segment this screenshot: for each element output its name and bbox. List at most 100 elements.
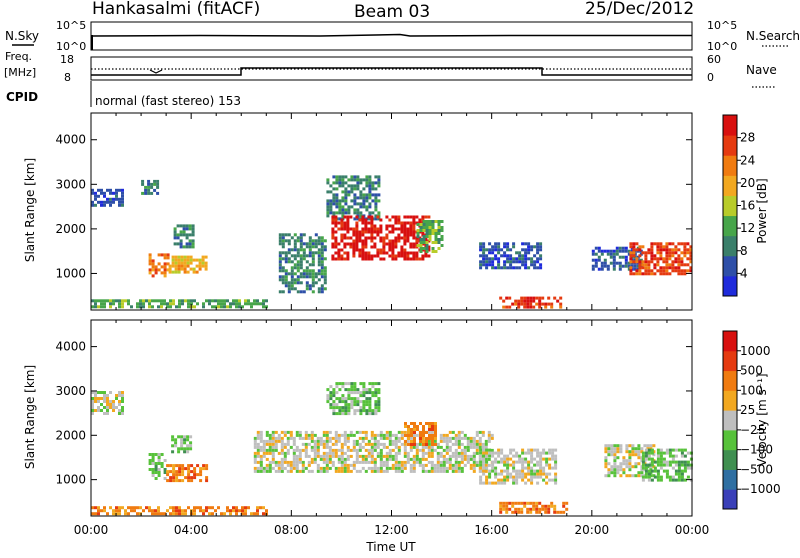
heatmap-cell-7: [485, 451, 489, 455]
heatmap-cell-9: [536, 251, 540, 255]
heatmap-cell-3: [183, 255, 187, 259]
heatmap-cell-7: [391, 224, 395, 228]
heatmap-cell-3: [195, 264, 199, 268]
heatmap-cell-4: [292, 466, 296, 470]
heatmap-cell-4: [451, 451, 455, 455]
heatmap-cell-7: [367, 215, 371, 219]
heatmap-cell-13: [235, 299, 238, 303]
heatmap-cell-11: [618, 261, 622, 265]
heatmap-cell-4: [445, 439, 449, 443]
heatmap-cell-7: [343, 242, 347, 246]
heatmap-cell-4: [277, 451, 281, 455]
heatmap-cell-1: [160, 453, 164, 456]
heatmap-cell-4: [391, 442, 395, 446]
heatmap-cell-3: [201, 255, 205, 259]
heatmap-cell-5: [353, 397, 357, 401]
heatmap-cell-9: [640, 471, 644, 475]
heatmap-cell-5: [365, 409, 369, 413]
velocity-heatmap-area: [91, 320, 692, 516]
heatmap-cell-4: [430, 469, 434, 473]
heatmap-cell-7: [397, 254, 401, 258]
heatmap-cell-3: [186, 447, 190, 451]
heatmap-cell-11: [636, 255, 640, 259]
heatmap-cell-4: [265, 433, 269, 437]
heatmap-cell-1: [141, 179, 145, 183]
heatmap-cell-8: [428, 223, 432, 226]
heatmap-cell-1: [154, 477, 158, 480]
heatmap-cell-6: [329, 199, 333, 203]
heatmap-cell-4: [487, 436, 491, 440]
heatmap-cell-12: [671, 269, 675, 273]
heatmap-cell-9: [631, 465, 635, 469]
heatmap-cell-13: [229, 305, 232, 309]
heatmap-cell-7: [382, 239, 386, 243]
heatmap-cell-5: [311, 254, 315, 258]
heatmap-cell-4: [451, 436, 455, 440]
heatmap-cell-5: [323, 278, 327, 282]
heatmap-cell-2: [148, 256, 152, 260]
heatmap-cell-4: [322, 445, 326, 449]
heatmap-cell-7: [518, 460, 522, 464]
heatmap-cell-4: [373, 460, 377, 464]
heatmap-cell-4: [310, 439, 314, 443]
heatmap-cell-4: [268, 442, 272, 446]
heatmap-cell-4: [319, 454, 323, 458]
heatmap-cell-12: [656, 269, 660, 273]
heatmap-cell-4: [463, 457, 467, 461]
heatmap-cell-6: [329, 205, 333, 209]
heatmap-cell-0: [121, 191, 124, 195]
heatmap-cell-7: [376, 233, 380, 237]
heatmap-cell-13: [262, 305, 265, 309]
heatmap-cell-5: [296, 275, 300, 279]
heatmap-cell-9: [616, 447, 620, 451]
heatmap-cell-7: [376, 248, 380, 252]
heatmap-cell-4: [403, 448, 407, 452]
heatmap-cell-4: [415, 454, 419, 458]
heatmap-cell-4: [433, 463, 437, 467]
heatmap-cell-4: [442, 436, 446, 440]
heatmap-cell-0: [97, 200, 100, 204]
heatmap-cell-10: [653, 469, 657, 473]
heatmap-cell-7: [509, 463, 513, 467]
heatmap-cell-6: [341, 214, 345, 218]
heatmap-cell-4: [310, 430, 314, 434]
heatmap-cell-5: [317, 263, 321, 267]
heatmap-cell-7: [497, 481, 501, 485]
heatmap-cell-7: [391, 245, 395, 249]
heatmap-cell-8: [547, 507, 551, 511]
heatmap-cell-7: [515, 454, 519, 458]
heatmap-cell-11: [211, 512, 214, 516]
heatmap-cell-11: [627, 261, 631, 265]
heatmap-cell-5: [338, 382, 342, 386]
heatmap-cell-5: [329, 397, 333, 401]
heatmap-cell-4: [472, 436, 476, 440]
heatmap-cell-0: [103, 203, 106, 207]
heatmap-cell-10: [547, 302, 551, 306]
heatmap-cell-0: [115, 394, 118, 397]
colorbar-swatch: [723, 449, 737, 470]
heatmap-cell-12: [677, 266, 681, 270]
heatmap-cell-6: [341, 211, 345, 215]
heatmap-cell-9: [521, 257, 525, 261]
heatmap-cell-4: [364, 448, 368, 452]
heatmap-cell-9: [637, 474, 641, 478]
heatmap-cell-7: [533, 475, 537, 479]
heatmap-cell-13: [136, 302, 139, 306]
heatmap-cell-5: [341, 397, 345, 401]
heatmap-cell-12: [665, 269, 669, 273]
heatmap-cell-7: [479, 463, 483, 467]
heatmap-cell-4: [295, 433, 299, 437]
heatmap-cell-4: [319, 469, 323, 473]
heatmap-cell-0: [94, 391, 97, 394]
heatmap-cell-6: [419, 434, 422, 437]
heatmap-cell-4: [400, 433, 404, 437]
heatmap-cell-7: [334, 251, 338, 255]
heatmap-cell-4: [382, 445, 386, 449]
heatmap-cell-7: [334, 245, 338, 249]
heatmap-cell-4: [397, 436, 401, 440]
heatmap-cell-4: [322, 457, 326, 461]
heatmap-cell-7: [485, 454, 489, 458]
heatmap-cell-10: [683, 460, 687, 464]
heatmap-cell-0: [121, 391, 124, 394]
